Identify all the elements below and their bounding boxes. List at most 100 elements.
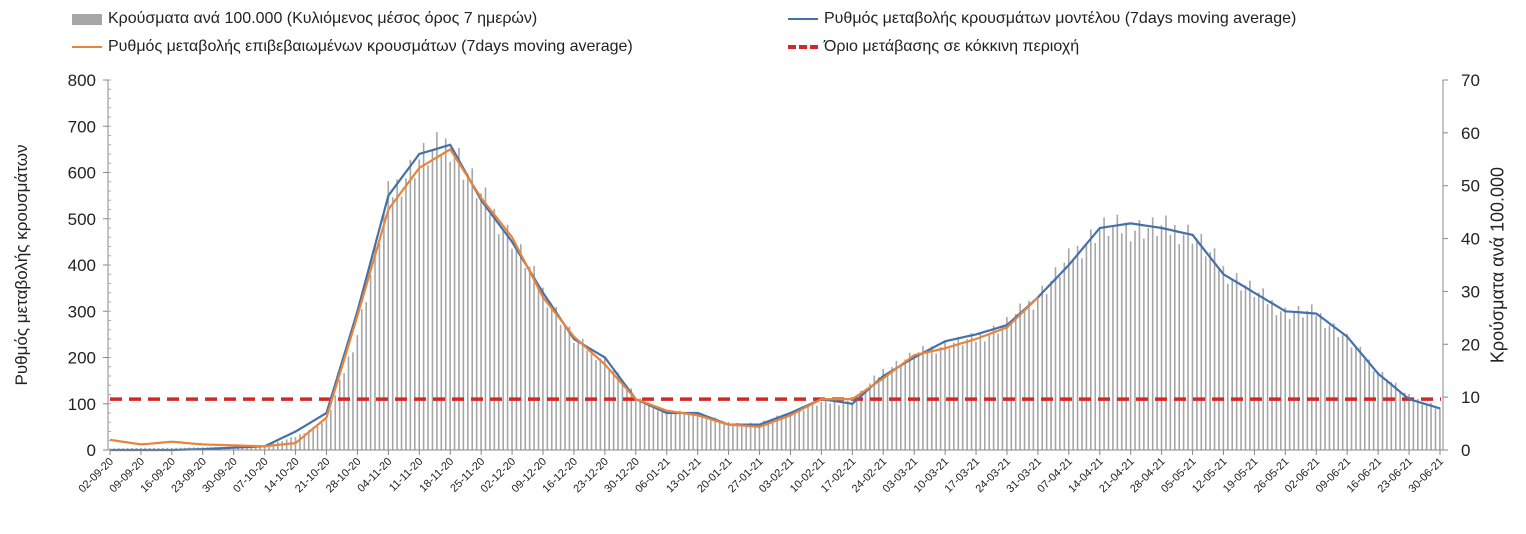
- bar: [1394, 382, 1397, 450]
- bar: [692, 415, 694, 450]
- bar: [489, 214, 491, 450]
- bar: [780, 416, 783, 450]
- bar: [1275, 315, 1278, 450]
- bar: [661, 410, 664, 450]
- bar: [1076, 245, 1079, 450]
- bar: [926, 352, 929, 450]
- bar: [360, 309, 363, 450]
- bar: [1430, 403, 1432, 450]
- bar: [1249, 280, 1251, 450]
- bar: [904, 359, 907, 450]
- legend-model-swatch: [788, 18, 818, 20]
- bar: [281, 441, 284, 450]
- y-right-tick-label: 30: [1461, 282, 1480, 301]
- bar: [546, 307, 549, 450]
- bar: [1341, 335, 1344, 450]
- bar: [740, 425, 743, 450]
- confirmed-line: [109, 147, 1039, 448]
- bar: [480, 193, 482, 451]
- bar: [665, 411, 668, 450]
- bar: [365, 301, 367, 450]
- bar: [674, 412, 677, 450]
- bar: [953, 342, 955, 450]
- bar: [250, 446, 253, 450]
- bar: [1014, 313, 1017, 450]
- bar: [427, 165, 429, 450]
- bar: [581, 338, 584, 450]
- bar: [555, 306, 557, 450]
- y-left-tick-label: 0: [87, 441, 96, 460]
- bar: [1094, 242, 1097, 450]
- y-left-tick-label: 800: [68, 71, 96, 90]
- bar: [630, 388, 633, 450]
- y-right-tick-label: 70: [1461, 71, 1480, 90]
- bar: [807, 406, 809, 450]
- bar: [1408, 393, 1410, 450]
- legend-threshold-swatch: [788, 45, 818, 49]
- bar: [643, 404, 646, 450]
- bar: [550, 306, 553, 450]
- bar: [246, 446, 248, 450]
- bar: [608, 369, 610, 450]
- x-tick-label: 04-11-20: [355, 456, 394, 495]
- bar: [316, 426, 319, 450]
- bar: [829, 403, 831, 450]
- bar: [343, 372, 345, 450]
- bar: [975, 341, 977, 450]
- bar: [1302, 317, 1304, 450]
- bar: [922, 345, 924, 450]
- bar: [493, 208, 496, 450]
- bar: [705, 417, 708, 450]
- bar: [838, 405, 840, 450]
- bar: [268, 445, 270, 450]
- legend-threshold-label: Όριο μετάβασης σε κόκκινη περιοχή: [824, 38, 1080, 55]
- bar: [1147, 228, 1150, 450]
- bar: [299, 434, 301, 450]
- legend-confirmed-swatch: [72, 46, 102, 48]
- bar: [961, 345, 964, 450]
- legend-confirmed: Ρυθμός μεταβολής επιβεβαιωμένων κρουσμάτ…: [72, 38, 633, 56]
- bar: [754, 424, 756, 450]
- bar: [714, 417, 717, 450]
- bar: [1403, 392, 1406, 450]
- bar: [718, 421, 721, 450]
- y-right-tick-label: 0: [1461, 441, 1470, 460]
- bar: [1253, 297, 1256, 450]
- y-right-tick-label: 60: [1461, 124, 1480, 143]
- bar: [1156, 235, 1158, 450]
- bar: [303, 433, 306, 450]
- bar: [1019, 303, 1021, 450]
- bar: [603, 356, 606, 450]
- lines-series: [109, 143, 1441, 452]
- bar: [944, 340, 946, 450]
- bar: [312, 426, 314, 450]
- bar: [1107, 235, 1110, 450]
- bar: [263, 446, 266, 450]
- bar: [1182, 234, 1185, 450]
- bar: [321, 423, 323, 450]
- bar: [1059, 276, 1061, 450]
- bar: [1235, 273, 1238, 450]
- bar: [979, 334, 982, 450]
- legend-confirmed-label: Ρυθμός μεταβολής επιβεβαιωμένων κρουσμάτ…: [108, 38, 633, 55]
- bar: [1218, 269, 1220, 450]
- bar: [599, 358, 602, 450]
- model-line: [110, 143, 1441, 452]
- bar: [1257, 292, 1260, 450]
- bar: [1204, 256, 1207, 450]
- bar: [1240, 290, 1242, 450]
- bar: [763, 420, 765, 450]
- bar: [895, 360, 898, 450]
- bar: [1244, 285, 1247, 450]
- bar: [471, 168, 474, 450]
- bar: [1434, 408, 1437, 450]
- bar: [935, 353, 937, 450]
- bar: [1262, 288, 1264, 450]
- bar: [670, 414, 672, 450]
- bar: [458, 148, 460, 451]
- bar: [1213, 248, 1216, 450]
- legend-bars-label: Κρούσματα ανά 100.000 (Κυλιόμενος μέσος …: [108, 10, 538, 27]
- bar: [515, 246, 518, 450]
- bar: [1417, 398, 1419, 450]
